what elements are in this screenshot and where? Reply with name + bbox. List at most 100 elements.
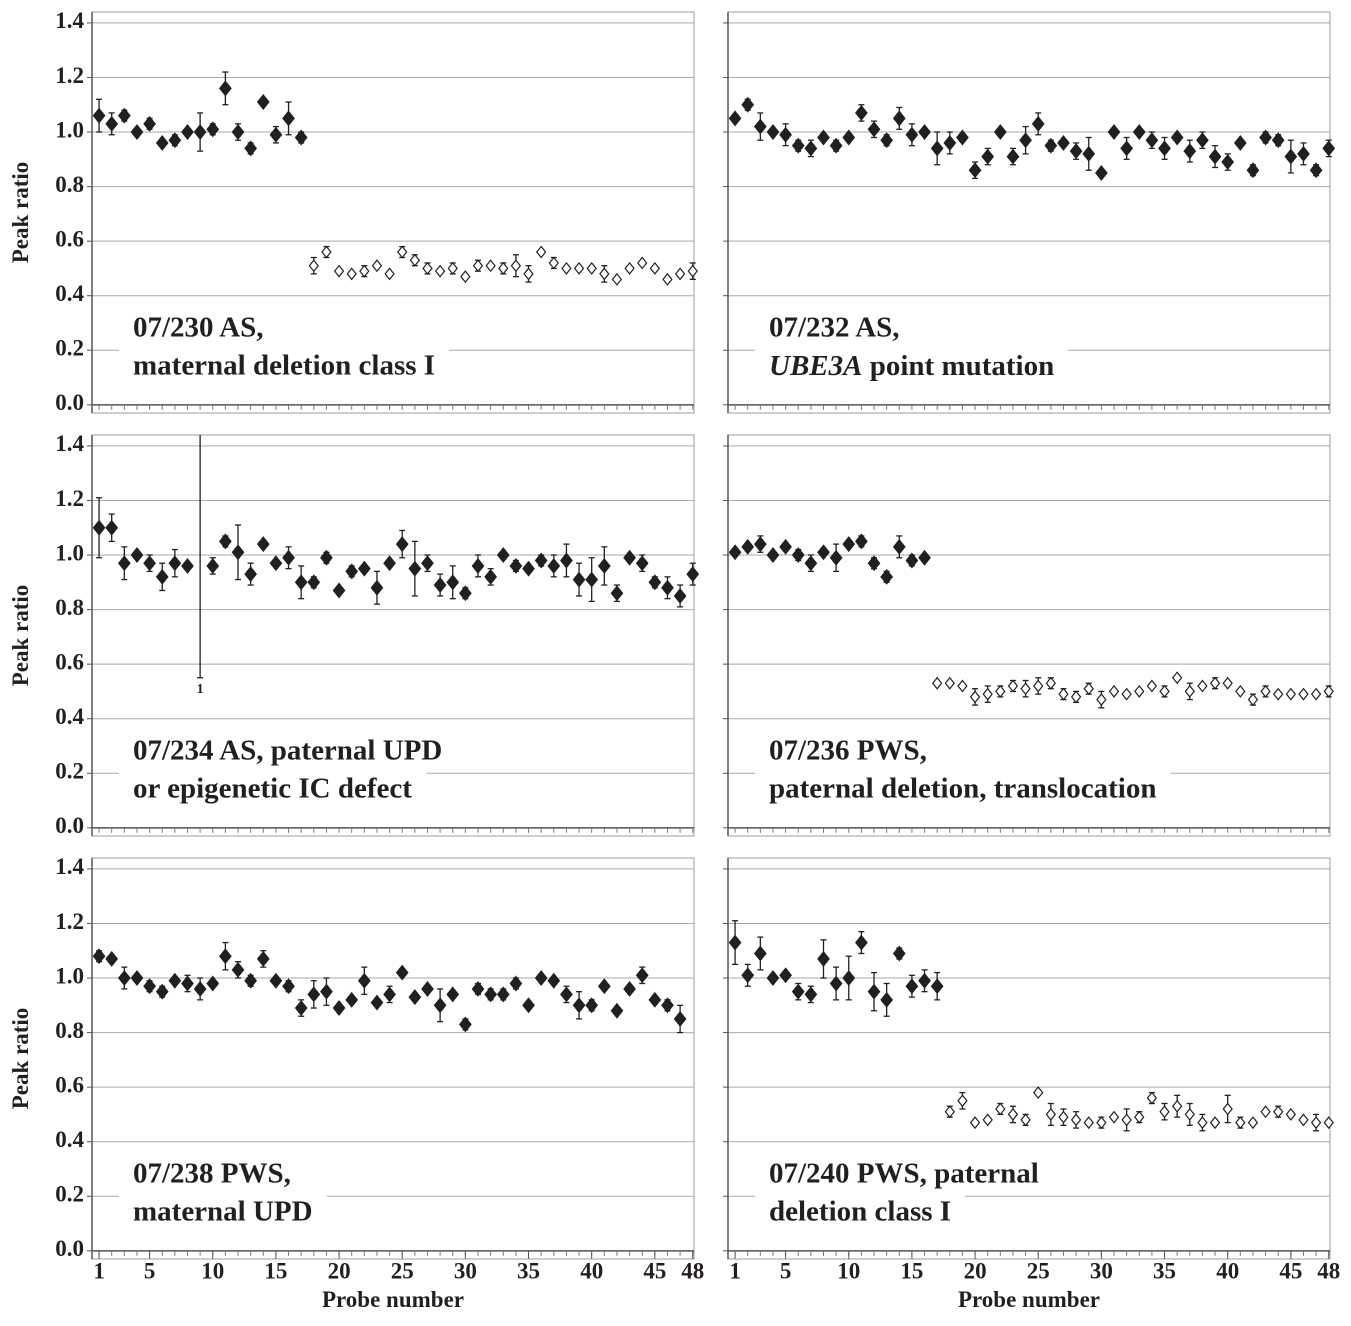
title-background	[755, 1155, 1053, 1192]
marker-filled	[560, 552, 573, 569]
marker-filled	[206, 975, 220, 992]
x-tick-label: 30	[1090, 1258, 1113, 1283]
marker-filled	[547, 557, 561, 574]
y-tick-label: 1.0	[55, 117, 84, 142]
marker-filled	[817, 950, 830, 967]
marker-filled	[256, 94, 270, 110]
x-tick-label: 15	[264, 1258, 287, 1283]
x-tick-label: 48	[1317, 1258, 1340, 1283]
marker-filled	[459, 585, 472, 602]
marker-open	[573, 261, 585, 275]
marker-filled	[673, 587, 687, 604]
marker-filled	[572, 997, 586, 1014]
x-tick-label: 40	[1216, 1258, 1239, 1283]
marker-open	[1058, 1110, 1069, 1124]
marker-filled	[231, 961, 245, 978]
marker-filled	[968, 162, 982, 179]
marker-filled	[509, 557, 523, 574]
marker-open	[662, 272, 673, 286]
title-segment: point mutation	[862, 350, 1054, 382]
marker-open	[472, 259, 484, 273]
marker-filled	[282, 978, 295, 995]
marker-filled	[421, 980, 434, 997]
marker-filled	[1120, 140, 1134, 157]
marker-open	[637, 256, 648, 270]
marker-filled	[130, 970, 144, 986]
marker-filled	[779, 126, 792, 143]
title-segment: UBE3A	[769, 350, 862, 382]
marker-filled	[880, 132, 894, 149]
marker-filled	[855, 934, 868, 951]
marker-filled	[661, 997, 674, 1014]
marker-filled	[307, 574, 321, 591]
marker-open	[308, 259, 319, 273]
marker-filled	[117, 107, 131, 124]
marker-filled	[560, 986, 573, 1003]
y-tick-label: 0.2	[55, 1182, 84, 1207]
marker-filled	[741, 538, 755, 555]
marker-filled	[1057, 134, 1070, 151]
marker-filled	[484, 986, 498, 1003]
marker-filled	[804, 140, 818, 157]
marker-filled	[155, 134, 169, 151]
marker-open	[1184, 684, 1195, 698]
x-tick-label: 35	[1153, 1258, 1176, 1283]
y-tick-label: 1.4	[55, 854, 84, 879]
marker-filled	[1297, 145, 1310, 162]
marker-filled	[181, 124, 194, 140]
marker-filled	[496, 547, 510, 563]
marker-filled	[829, 549, 843, 566]
marker-open	[460, 270, 471, 284]
marker-filled	[547, 972, 561, 989]
marker-filled	[92, 519, 106, 536]
marker-filled	[791, 137, 805, 154]
marker-open	[1285, 1107, 1297, 1121]
marker-filled	[1044, 137, 1058, 154]
marker-open	[1083, 1116, 1094, 1130]
marker-open	[1121, 1113, 1132, 1127]
marker-open	[371, 259, 383, 273]
marker-filled	[282, 549, 295, 566]
marker-filled	[817, 544, 830, 561]
marker-filled	[610, 585, 624, 602]
marker-filled	[867, 121, 881, 138]
marker-filled	[206, 557, 220, 574]
marker-open	[1070, 690, 1082, 704]
x-tick-label: 20	[328, 1258, 351, 1283]
marker-filled	[1233, 134, 1247, 151]
marker-filled	[673, 1010, 687, 1027]
marker-filled	[943, 134, 957, 151]
marker-open	[523, 267, 534, 281]
marker-filled	[231, 124, 245, 140]
marker-open	[1007, 1107, 1019, 1121]
y-axis-label: Peak ratio	[8, 585, 33, 687]
marker-filled	[918, 972, 931, 989]
marker-filled	[446, 574, 460, 591]
marker-filled	[741, 967, 755, 984]
marker-open	[1146, 679, 1158, 693]
marker-open	[1273, 687, 1284, 701]
marker-filled	[395, 536, 409, 553]
marker-filled	[741, 96, 755, 113]
marker-open	[1058, 687, 1069, 701]
marker-open	[359, 264, 370, 278]
marker-filled	[842, 970, 856, 986]
marker-open	[1020, 682, 1031, 696]
marker-open	[397, 245, 408, 259]
marker-open	[1323, 1116, 1334, 1130]
x-tick-label: 15	[900, 1258, 923, 1283]
marker-filled	[219, 948, 232, 965]
marker-open	[498, 261, 509, 275]
marker-filled	[446, 986, 460, 1003]
marker-filled	[779, 538, 792, 555]
x-tick-label: 48	[681, 1258, 704, 1283]
marker-filled	[1031, 115, 1045, 132]
marker-filled	[117, 555, 131, 572]
marker-open	[1096, 693, 1107, 707]
marker-filled	[383, 986, 396, 1003]
x-tick-label: 1	[729, 1258, 741, 1283]
marker-filled	[918, 549, 931, 566]
marker-filled	[585, 997, 599, 1014]
marker-open	[969, 1116, 981, 1130]
marker-open	[586, 261, 597, 275]
